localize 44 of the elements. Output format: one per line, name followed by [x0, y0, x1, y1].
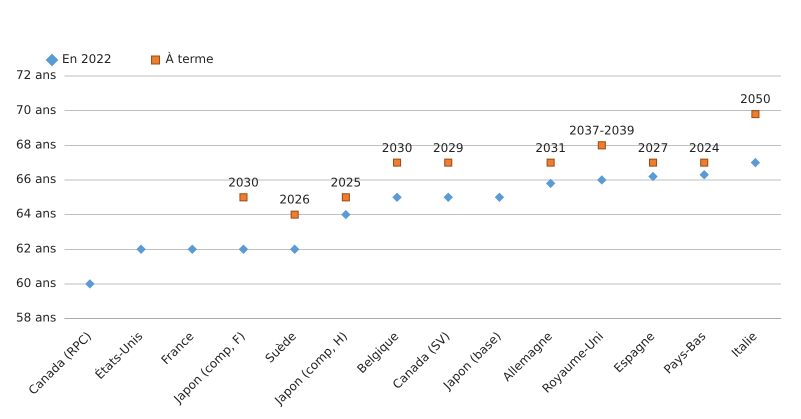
point — [750, 158, 760, 168]
point — [648, 172, 658, 181]
point — [494, 192, 504, 202]
legend-label: En 2022 — [62, 52, 112, 66]
point — [700, 170, 709, 180]
annotation: 2029 — [432, 140, 464, 155]
y-tick-label: 66 ans — [16, 172, 56, 186]
y-tick-label: 72 ans — [16, 68, 56, 82]
point — [290, 210, 299, 219]
y-tick-label: 62 ans — [16, 241, 56, 256]
point — [444, 158, 452, 167]
point — [188, 244, 197, 254]
legend-label: À terme — [166, 51, 214, 66]
annotation: 2025 — [330, 175, 362, 190]
point — [342, 193, 350, 202]
annotation: 2037-2039 — [569, 123, 635, 138]
y-tick-label: 70 ans — [16, 102, 56, 117]
point — [85, 279, 94, 288]
point — [290, 244, 300, 254]
point — [700, 158, 708, 167]
annotation: 2030 — [382, 140, 412, 155]
annotation: 2024 — [688, 140, 720, 155]
y-tick-label: 68 ans — [16, 137, 56, 152]
annotation: 2030 — [228, 175, 259, 190]
y-tick-label: 58 ans — [16, 310, 56, 325]
y-tick-label: 64 ans — [16, 206, 56, 221]
point — [648, 158, 658, 167]
point — [341, 210, 350, 220]
y-tick-label: 60 ans — [16, 276, 56, 290]
point — [239, 193, 248, 202]
point — [598, 141, 606, 150]
point — [393, 158, 402, 167]
point — [751, 110, 760, 118]
annotation: 2050 — [740, 92, 771, 106]
point — [238, 244, 248, 254]
annotation: 2031 — [535, 140, 566, 155]
point — [444, 192, 453, 202]
point — [546, 178, 556, 188]
point — [136, 244, 146, 254]
point — [597, 175, 606, 184]
annotation: 2026 — [279, 192, 310, 207]
point — [546, 158, 555, 167]
annotation: 2027 — [638, 140, 668, 155]
point — [392, 192, 402, 202]
